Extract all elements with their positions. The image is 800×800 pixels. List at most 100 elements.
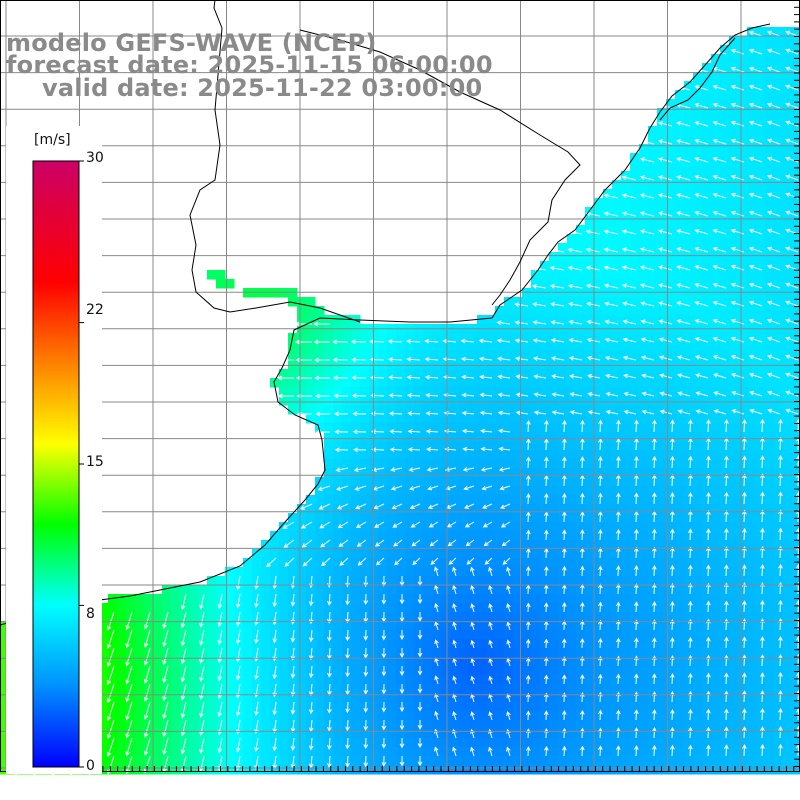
speed-cell <box>459 567 469 577</box>
speed-cell <box>315 594 325 604</box>
speed-cell <box>594 603 604 613</box>
speed-cell <box>486 558 496 568</box>
speed-cell <box>675 414 685 424</box>
speed-cell <box>315 747 325 757</box>
speed-cell <box>351 666 361 676</box>
speed-cell <box>558 396 568 406</box>
wind-arrow <box>488 639 493 649</box>
speed-cell <box>765 468 775 478</box>
speed-cell <box>351 477 361 487</box>
speed-cell <box>612 540 622 550</box>
speed-cell <box>405 342 415 352</box>
speed-cell <box>657 612 667 622</box>
speed-cell <box>558 414 568 424</box>
speed-cell <box>540 522 550 532</box>
speed-cell <box>648 531 658 541</box>
speed-cell <box>315 495 325 505</box>
speed-cell <box>720 216 730 226</box>
wind-arrow <box>651 546 657 559</box>
speed-cell <box>774 675 784 685</box>
speed-cell <box>378 495 388 505</box>
speed-cell <box>387 747 397 757</box>
speed-cell <box>567 657 577 667</box>
wind-arrow <box>621 175 637 181</box>
speed-cell <box>657 378 667 388</box>
speed-cell <box>666 414 676 424</box>
speed-cell <box>612 207 622 217</box>
speed-cell <box>261 594 271 604</box>
speed-cell <box>504 360 514 370</box>
speed-cell <box>315 531 325 541</box>
speed-cell <box>738 675 748 685</box>
wind-arrow <box>731 391 745 397</box>
speed-cell <box>540 486 550 496</box>
speed-cell <box>279 756 289 766</box>
speed-cell <box>648 684 658 694</box>
speed-cell <box>324 495 334 505</box>
speed-cell <box>666 288 676 298</box>
speed-cell <box>549 639 559 649</box>
wind-arrow <box>461 428 475 434</box>
speed-cell <box>306 720 316 730</box>
speed-cell <box>774 486 784 496</box>
speed-cell <box>783 504 793 514</box>
speed-cell <box>783 666 793 676</box>
speed-cell <box>423 432 433 442</box>
speed-cell <box>495 585 505 595</box>
speed-cell <box>657 522 667 532</box>
speed-cell <box>360 423 370 433</box>
speed-cell <box>207 720 217 730</box>
speed-cell <box>585 666 595 676</box>
speed-cell <box>432 468 442 478</box>
speed-cell <box>531 387 541 397</box>
speed-cell <box>450 342 460 352</box>
speed-cell <box>702 738 712 748</box>
speed-cell <box>594 216 604 226</box>
speed-cell <box>711 666 721 676</box>
speed-cell <box>423 639 433 649</box>
speed-cell <box>747 180 757 190</box>
speed-cell <box>576 612 586 622</box>
speed-cell <box>513 666 523 676</box>
speed-cell <box>441 612 451 622</box>
speed-cell <box>612 288 622 298</box>
speed-cell <box>684 234 694 244</box>
speed-cell <box>711 144 721 154</box>
speed-cell <box>783 270 793 280</box>
speed-cell <box>756 45 766 55</box>
speed-cell <box>225 648 235 658</box>
speed-cell <box>765 288 775 298</box>
wind-arrow <box>669 637 675 649</box>
speed-cell <box>477 351 487 361</box>
speed-cell <box>792 567 800 577</box>
speed-cell <box>252 585 262 595</box>
speed-cell <box>630 414 640 424</box>
speed-cell <box>504 432 514 442</box>
speed-cell <box>630 738 640 748</box>
speed-cell <box>594 414 604 424</box>
speed-cell <box>441 747 451 757</box>
speed-cell <box>621 540 631 550</box>
speed-cell <box>639 594 649 604</box>
wind-arrow <box>670 455 675 469</box>
speed-cell <box>315 351 325 361</box>
speed-cell <box>414 432 424 442</box>
speed-cell <box>594 729 604 739</box>
speed-cell <box>342 513 352 523</box>
speed-cell <box>756 351 766 361</box>
speed-cell <box>333 387 343 397</box>
wind-arrow <box>616 456 621 469</box>
wind-arrow <box>363 629 369 641</box>
speed-cell <box>684 432 694 442</box>
wind-arrow <box>406 393 421 398</box>
speed-cell <box>450 477 460 487</box>
wind-arrow <box>623 373 637 379</box>
speed-cell <box>675 504 685 514</box>
speed-cell <box>567 387 577 397</box>
speed-cell <box>333 585 343 595</box>
speed-cell <box>756 459 766 469</box>
speed-cell <box>747 711 757 721</box>
speed-cell <box>378 702 388 712</box>
speed-cell <box>630 612 640 622</box>
speed-cell <box>774 711 784 721</box>
